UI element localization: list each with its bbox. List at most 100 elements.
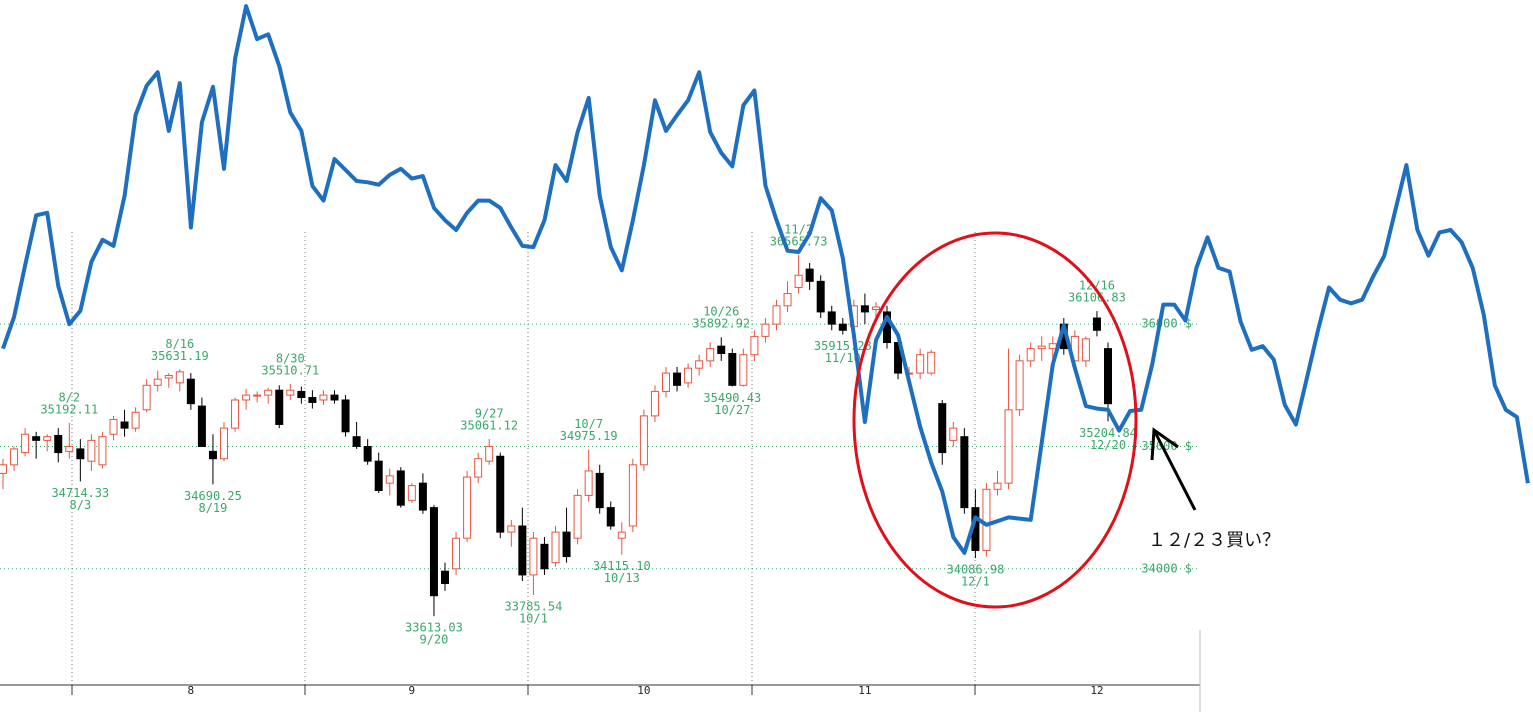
candle-body: [275, 389, 284, 425]
candle-body: [573, 494, 582, 539]
candle-body: [916, 354, 925, 374]
candle-body: [551, 531, 560, 564]
annotation-date: 12/16: [1079, 279, 1115, 293]
candle-body: [662, 372, 670, 392]
candle-body: [297, 390, 306, 399]
annotation-date: 8/19: [198, 501, 227, 515]
candle-body: [120, 421, 129, 429]
annotation-date: 10/1: [519, 612, 548, 626]
overlay-line: [1, 4, 1530, 555]
highlight-ellipse: [852, 231, 1138, 609]
candle-body: [32, 436, 41, 441]
annotation-value: 34714.33: [51, 486, 109, 500]
candle-body: [706, 348, 715, 362]
annotation-date: 11/2: [784, 222, 813, 236]
annotation-value: 34975.19: [560, 429, 618, 443]
candle-body: [794, 274, 803, 288]
candle-body: [485, 445, 494, 462]
annotation-date: 12/20: [1090, 438, 1126, 452]
candle-body: [0, 464, 7, 474]
candle-body: [628, 464, 637, 527]
candle-body: [1104, 348, 1112, 405]
candle-body: [330, 394, 339, 401]
y-tick-label: 34000 $: [1141, 561, 1192, 575]
candle-body: [938, 403, 947, 454]
candle-body: [507, 525, 516, 533]
arrow: [1150, 427, 1197, 511]
candle-body: [1026, 348, 1035, 362]
candle-body: [496, 455, 505, 533]
x-tick-label: 9: [409, 684, 416, 697]
annotation-date: 10/13: [604, 571, 640, 585]
candle-body: [341, 399, 350, 433]
candle-body: [308, 397, 317, 403]
candle-body: [1037, 345, 1046, 350]
candle-body: [474, 458, 483, 478]
candle-body: [529, 537, 538, 576]
candle-body: [739, 354, 748, 386]
candle-body: [208, 450, 217, 460]
candle-body: [385, 475, 394, 484]
annotation-value: 35490.43: [703, 391, 761, 405]
candle-body: [684, 367, 693, 384]
candle-body: [1048, 343, 1057, 350]
y-tick-label: 36000 $: [1141, 317, 1192, 331]
candle-body: [1015, 360, 1024, 411]
candle-body: [584, 470, 593, 496]
candle-body: [363, 445, 372, 462]
candle-body: [65, 445, 74, 452]
candle-body: [993, 482, 1002, 490]
candle-body: [175, 371, 184, 384]
candle-body: [76, 448, 85, 460]
candle-body: [838, 323, 847, 331]
candle-body: [396, 470, 405, 506]
candle-body: [242, 394, 251, 401]
candle-body: [231, 399, 240, 429]
candle-body: [949, 427, 958, 441]
annotation-date: 12/1: [961, 575, 990, 589]
candle-body: [153, 378, 162, 386]
candle-body: [407, 485, 416, 501]
candle-body: [562, 531, 571, 558]
candle-body: [352, 436, 361, 447]
annotation-date: 8/16: [165, 337, 194, 351]
candle-body: [871, 306, 880, 310]
candle-body: [728, 353, 737, 386]
candle-body: [805, 268, 814, 282]
candle-body: [518, 525, 527, 576]
candle-body: [452, 537, 461, 570]
candle-body: [98, 436, 107, 466]
candle-body: [1004, 409, 1013, 484]
candle-body: [606, 507, 615, 527]
candle-body: [43, 436, 52, 441]
candle-body: [463, 476, 472, 539]
candle-body: [21, 433, 30, 454]
candle-body: [617, 531, 626, 539]
annotation-date: 10/27: [714, 403, 750, 417]
candle-body: [142, 384, 151, 411]
candle-body: [374, 460, 383, 492]
candle-body: [286, 389, 295, 396]
annotation-value: 36106.83: [1068, 291, 1126, 305]
annotation-date: 9/20: [419, 633, 448, 647]
candle-body: [429, 507, 438, 597]
annotation-value: 36565.73: [770, 234, 828, 248]
candle-body: [220, 427, 228, 460]
annotation-value: 35510.71: [261, 364, 319, 378]
candle-body: [816, 280, 825, 313]
annotation-date: 11/10: [825, 351, 861, 365]
annotation-value: 34115.10: [593, 559, 651, 573]
annotation-date: 10/7: [574, 417, 603, 431]
candle-body: [960, 436, 969, 509]
annotation-date: 9/27: [475, 406, 504, 420]
annotation-date: 8/30: [276, 352, 305, 366]
annotation-date: 8/2: [58, 390, 80, 404]
candle-body: [717, 345, 726, 355]
candle-body: [982, 488, 991, 551]
x-tick-label: 11: [858, 684, 871, 697]
candle-body: [761, 323, 770, 337]
candle-body: [1092, 317, 1101, 331]
candles: [0, 254, 1112, 617]
